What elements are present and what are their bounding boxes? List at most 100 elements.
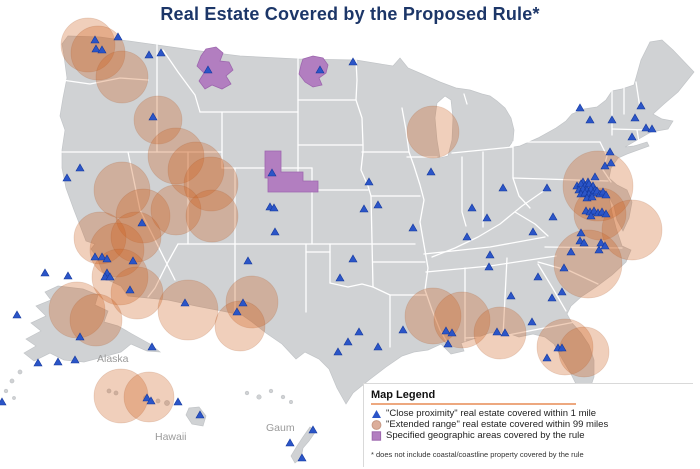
close-proximity-marker	[462, 232, 472, 241]
hawaii-label: Hawaii	[155, 431, 187, 443]
close-proximity-marker	[113, 32, 123, 41]
close-proximity-marker	[33, 358, 43, 367]
close-proximity-marker	[559, 263, 569, 272]
pacific-islet	[268, 388, 274, 394]
close-proximity-marker	[527, 317, 537, 326]
close-proximity-marker	[482, 213, 492, 222]
extended-range-circle	[115, 188, 171, 244]
close-proximity-marker	[333, 347, 343, 356]
close-proximity-marker	[243, 256, 253, 265]
close-proximity-marker	[605, 147, 615, 156]
close-proximity-marker	[576, 228, 586, 237]
close-proximity-marker	[542, 353, 552, 362]
hawaii-island	[113, 390, 119, 396]
close-proximity-marker	[533, 272, 543, 281]
extended-range-circle	[157, 279, 219, 341]
extended-range-circle	[147, 127, 205, 185]
close-proximity-marker	[195, 410, 205, 419]
close-proximity-marker	[62, 173, 72, 182]
pacific-islet	[289, 400, 293, 404]
close-proximity-marker	[594, 245, 604, 254]
pacific-islet	[244, 390, 250, 396]
close-proximity-marker	[636, 101, 646, 110]
close-proximity-marker	[575, 103, 585, 112]
close-proximity-marker	[484, 262, 494, 271]
close-proximity-marker	[269, 203, 279, 212]
legend-footnote: * does not include coastal/coastline pro…	[371, 450, 584, 459]
close-proximity-marker	[203, 65, 213, 74]
close-proximity-marker	[607, 115, 617, 124]
extended-range-circle	[183, 156, 239, 212]
close-proximity-marker	[91, 44, 101, 53]
extended-range-circle	[601, 199, 663, 261]
close-proximity-marker	[354, 327, 364, 336]
specified-area-square-icon	[371, 430, 382, 441]
close-proximity-marker	[492, 327, 502, 336]
legend-title: Map Legend	[371, 389, 436, 401]
close-proximity-marker	[90, 252, 100, 261]
close-proximity-marker	[585, 115, 595, 124]
pacific-islet	[256, 394, 262, 400]
extended-range-circle	[110, 266, 164, 320]
extended-range-circle	[73, 211, 127, 265]
extended-range-circle	[185, 189, 239, 243]
close-proximity-marker	[348, 57, 358, 66]
aleutian-island	[17, 369, 23, 375]
close-proximity-marker	[528, 227, 538, 236]
close-proximity-marker	[270, 227, 280, 236]
close-proximity-marker	[75, 163, 85, 172]
close-proximity-marker	[70, 355, 80, 364]
hawaii-big-island-shape	[185, 406, 207, 427]
close-proximity-marker	[467, 203, 477, 212]
close-proximity-marker	[601, 209, 611, 218]
close-proximity-marker	[97, 252, 107, 261]
legend-rule-line	[371, 403, 576, 405]
specified-area-region	[196, 46, 234, 90]
close-proximity-marker	[12, 310, 22, 319]
close-proximity-marker	[232, 307, 242, 316]
close-proximity-marker	[128, 256, 138, 265]
close-proximity-marker	[146, 396, 156, 405]
close-proximity-marker	[297, 453, 307, 462]
close-proximity-marker	[506, 291, 516, 300]
close-proximity-marker	[147, 342, 157, 351]
alaska-label: Alaska	[97, 353, 129, 365]
hawaii-island	[164, 400, 170, 406]
landmass-group	[3, 35, 695, 464]
close-proximity-marker	[408, 223, 418, 232]
close-proximity-marker	[308, 425, 318, 434]
map-legend: Map Legend "Close proximity" real estate…	[363, 383, 693, 467]
close-proximity-marker	[156, 48, 166, 57]
close-proximity-marker	[90, 35, 100, 44]
close-proximity-triangle-icon	[372, 409, 381, 418]
close-proximity-marker	[498, 183, 508, 192]
close-proximity-marker	[53, 357, 63, 366]
close-proximity-marker	[348, 254, 358, 263]
close-proximity-marker	[557, 287, 567, 296]
close-proximity-marker	[557, 343, 567, 352]
close-proximity-layer	[0, 32, 657, 462]
close-proximity-marker	[173, 397, 183, 406]
close-proximity-marker	[180, 298, 190, 307]
close-proximity-marker	[343, 337, 353, 346]
close-proximity-marker	[148, 112, 158, 121]
close-proximity-marker	[647, 124, 657, 133]
close-proximity-marker	[0, 397, 7, 406]
legend-item-close-proximity: "Close proximity" real estate covered wi…	[371, 408, 693, 419]
aleutian-island	[9, 378, 15, 384]
close-proximity-marker	[75, 332, 85, 341]
pacific-islet	[280, 394, 286, 400]
extended-range-circle	[150, 184, 202, 236]
close-proximity-marker	[600, 241, 610, 250]
aleutian-island	[3, 388, 9, 394]
extended-range-circle	[69, 293, 123, 347]
close-proximity-marker	[566, 247, 576, 256]
aleutian-island	[12, 396, 16, 400]
legend-item-label: "Close proximity" real estate covered wi…	[386, 408, 597, 419]
alaska-shape	[23, 285, 162, 363]
guam-label: Gaum	[266, 422, 295, 434]
close-proximity-marker	[586, 211, 596, 220]
extended-range-circle	[558, 326, 610, 378]
